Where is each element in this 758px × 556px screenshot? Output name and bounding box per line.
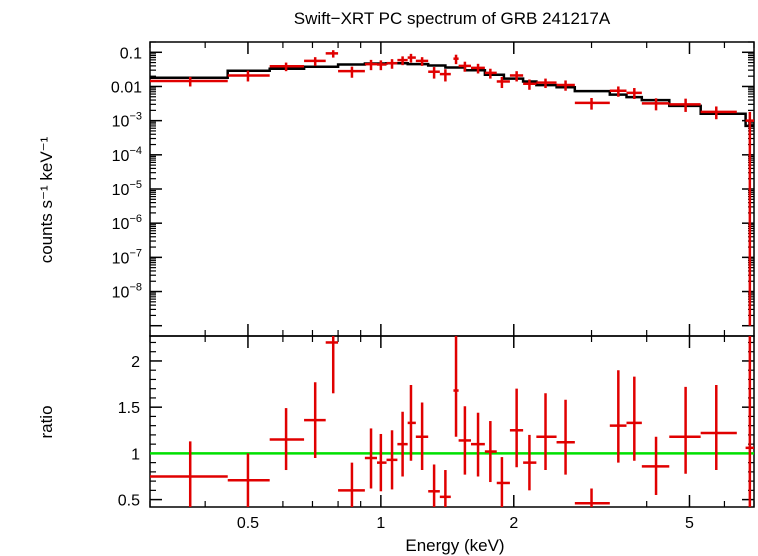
data-point: [376, 60, 387, 71]
data-point: [536, 78, 557, 89]
y-tick-label: 1.5: [118, 400, 140, 417]
x-tick-label: 0.5: [237, 515, 259, 532]
y-tick-label: 10−7: [112, 247, 142, 267]
ratio-point: [453, 336, 459, 437]
ratio-point: [428, 464, 440, 507]
ratio-point: [415, 402, 429, 471]
model-line: [150, 61, 754, 128]
x-tick-label: 1: [376, 515, 385, 532]
x-tick-label: 5: [685, 515, 694, 532]
data-point: [496, 76, 510, 89]
data-point: [700, 106, 737, 120]
data-point: [227, 70, 270, 82]
ratio-point: [574, 488, 610, 507]
data-point: [150, 76, 228, 87]
data-point: [523, 79, 537, 90]
ratio-point: [458, 406, 471, 475]
y-tick-label: 10−3: [112, 111, 142, 131]
y-tick-label: 10−5: [112, 179, 142, 199]
ratio-point: [700, 384, 737, 471]
y-tick-label: 0.1: [120, 45, 142, 62]
ratio-point: [150, 441, 228, 507]
bottom-plot-frame: [149, 335, 755, 508]
ratio-point: [269, 408, 305, 471]
ratio-point: [376, 433, 387, 492]
y-tick-label: 10−8: [112, 282, 142, 302]
data-point: [669, 98, 701, 112]
x-axis-label: Energy (keV): [405, 536, 504, 555]
ratio-point: [470, 412, 485, 477]
ratio-point: [509, 388, 524, 468]
y-tick-label: 10−4: [112, 145, 142, 165]
data-point: [364, 59, 377, 71]
ratio-point: [609, 370, 627, 463]
ratio-point: [745, 336, 754, 507]
ratio-point: [439, 470, 451, 507]
ratio-point: [669, 386, 701, 474]
ratio-point: [397, 411, 408, 477]
data-point: [574, 97, 610, 110]
top-plot-frame: [149, 41, 755, 337]
data-point: [269, 62, 305, 72]
ratio-point: [523, 434, 537, 491]
top-panel: 0.1 0.01 10−3 10−4 10−5 10−6 10−7 10−8: [111, 41, 755, 337]
data-point: [428, 67, 440, 79]
chart-title: Swift−XRT PC spectrum of GRB 241217A: [294, 9, 611, 28]
ratio-point: [626, 376, 642, 461]
data-point: [439, 69, 451, 82]
data-point: [626, 88, 642, 99]
y-tick-label: 2: [131, 354, 140, 371]
data-point: [609, 86, 627, 97]
data-point: [304, 57, 326, 66]
ratio-point: [556, 399, 575, 475]
data-point: [458, 61, 471, 72]
bottom-panel: 0.5 1 2 5 0.5 1 1.5 2: [118, 335, 755, 532]
ratio-point: [304, 382, 326, 459]
x-tick-label: 2: [509, 515, 518, 532]
ratio-point: [338, 462, 365, 507]
data-point: [470, 63, 485, 74]
data-point: [641, 98, 670, 111]
y-tick-label: 10−6: [112, 213, 142, 233]
data-point: [325, 50, 339, 58]
ratio-point: [325, 336, 339, 394]
ratio-point: [496, 457, 510, 507]
data-point: [397, 56, 408, 66]
y-tick-label: 1: [131, 446, 140, 463]
data-point: [484, 68, 497, 79]
data-point: [386, 59, 398, 69]
data-point: [338, 66, 365, 78]
ratio-point: [364, 428, 377, 489]
ratio-point: [407, 384, 416, 461]
top-y-axis-label: counts s⁻¹ keV⁻¹: [37, 136, 56, 263]
y-tick-label: 0.5: [118, 493, 140, 510]
y-tick-label: 0.01: [111, 79, 142, 96]
ratio-point: [484, 421, 497, 483]
data-point: [509, 71, 524, 82]
ratio-point: [641, 436, 670, 495]
ratio-point: [536, 393, 557, 471]
data-point: [407, 53, 416, 63]
data-point: [556, 80, 575, 91]
data-point: [415, 57, 429, 66]
bottom-y-axis-label: ratio: [37, 405, 56, 438]
ratio-point: [386, 430, 398, 490]
data-point: [453, 54, 459, 65]
data-point: [745, 111, 754, 326]
ratio-point: [227, 453, 270, 507]
